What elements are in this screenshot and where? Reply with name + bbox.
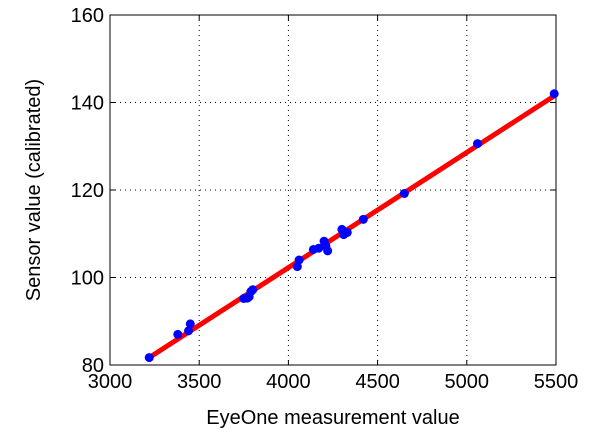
y-axis-label: Sensor value (calibrated) bbox=[23, 79, 45, 301]
y-tick-label: 120 bbox=[71, 180, 104, 202]
y-tick-label: 100 bbox=[71, 268, 104, 290]
y-tick-labels: 80 100 120 140 160 bbox=[71, 5, 104, 377]
x-tick-label: 5500 bbox=[534, 371, 579, 393]
data-point bbox=[549, 89, 559, 99]
data-point bbox=[314, 243, 324, 253]
data-point bbox=[399, 189, 409, 198]
fit-line bbox=[146, 93, 557, 361]
x-axis-label: EyeOne measurement value bbox=[206, 407, 459, 429]
grid bbox=[110, 15, 556, 365]
y-tick-label: 80 bbox=[82, 355, 104, 377]
data-point bbox=[358, 214, 368, 224]
data-point bbox=[185, 319, 195, 329]
data-point bbox=[248, 285, 258, 295]
x-tick-label: 5000 bbox=[445, 371, 490, 393]
data-point bbox=[173, 329, 183, 339]
y-tick-label: 160 bbox=[71, 5, 104, 27]
x-tick-label: 3000 bbox=[88, 371, 133, 393]
axis-ticks bbox=[109, 14, 557, 366]
x-tick-label: 3500 bbox=[177, 371, 222, 393]
data-point bbox=[183, 326, 193, 336]
fit-line-layer bbox=[146, 93, 557, 361]
data-point bbox=[144, 353, 154, 363]
data-point bbox=[342, 227, 352, 237]
data-point bbox=[294, 255, 304, 265]
data-point bbox=[473, 139, 483, 149]
y-tick-label: 140 bbox=[71, 93, 104, 115]
x-tick-labels: 3000 3500 4000 4500 5000 5500 bbox=[88, 371, 579, 393]
plot-area bbox=[109, 14, 557, 366]
x-tick-label: 4000 bbox=[266, 371, 311, 393]
data-points bbox=[144, 89, 559, 363]
x-tick-label: 4500 bbox=[355, 371, 400, 393]
data-point bbox=[323, 246, 333, 256]
